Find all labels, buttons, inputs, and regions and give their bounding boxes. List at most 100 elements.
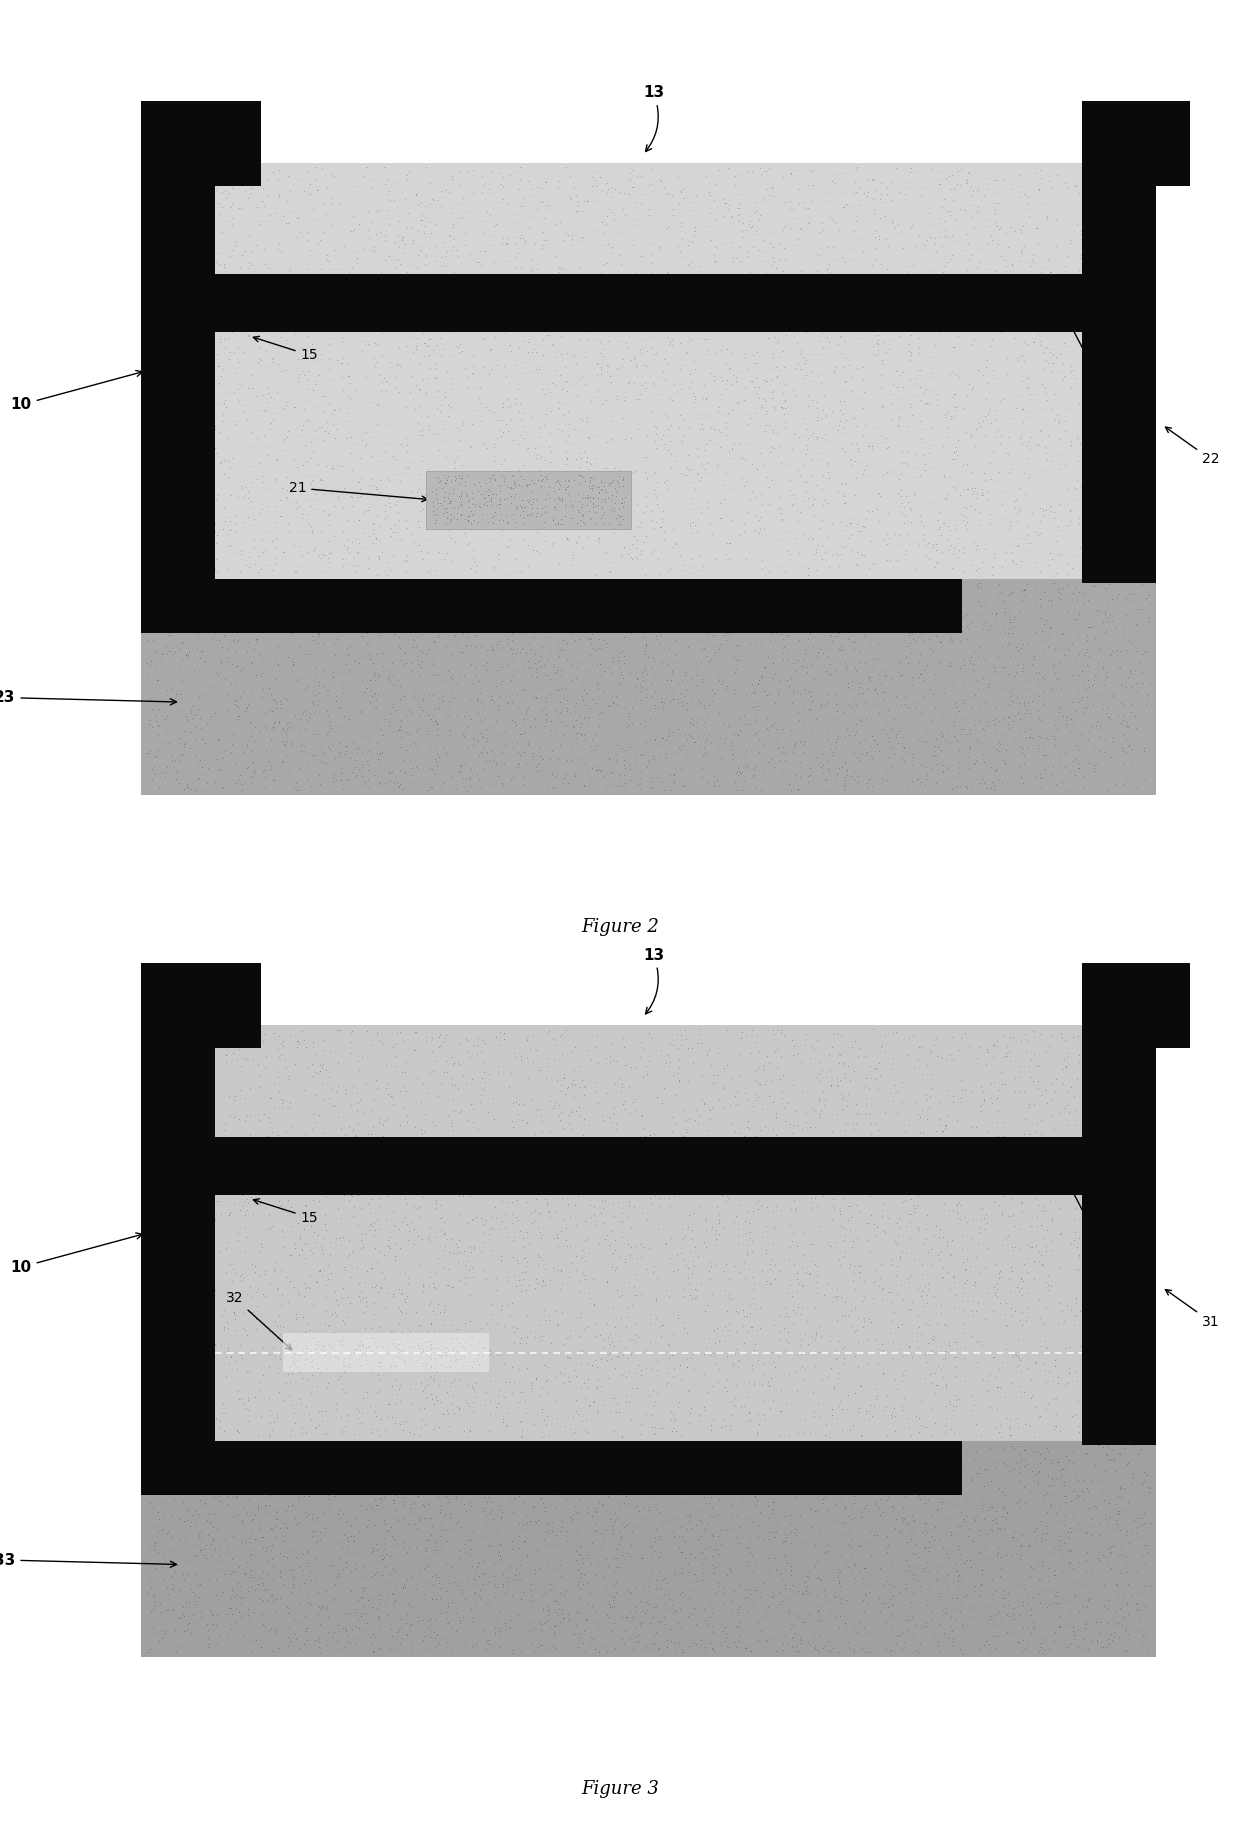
Point xyxy=(155,1246,175,1275)
Point xyxy=(897,1527,916,1556)
Point xyxy=(429,714,449,743)
Point xyxy=(565,1611,585,1640)
Point xyxy=(997,360,1017,389)
Point xyxy=(365,1455,384,1485)
Point xyxy=(1016,576,1035,606)
Point xyxy=(729,716,749,745)
Point xyxy=(164,1178,184,1207)
Point xyxy=(738,1084,758,1114)
Point xyxy=(588,756,608,785)
Point xyxy=(1023,1554,1043,1584)
Point xyxy=(434,1235,454,1264)
Point xyxy=(723,202,743,231)
Point xyxy=(816,1409,836,1439)
Point xyxy=(149,180,169,209)
Point xyxy=(914,1556,934,1585)
Point xyxy=(231,1602,250,1631)
Point xyxy=(960,648,980,677)
Point xyxy=(205,534,224,563)
Point xyxy=(532,1582,552,1611)
Point xyxy=(930,1237,950,1266)
Point xyxy=(497,1290,517,1319)
Point xyxy=(756,1040,776,1070)
Point xyxy=(396,556,415,585)
Point xyxy=(476,1510,496,1540)
Point xyxy=(673,1121,693,1151)
Point xyxy=(759,409,779,439)
Point xyxy=(632,305,652,334)
Point xyxy=(528,1240,548,1270)
Point xyxy=(574,1384,594,1413)
Point xyxy=(394,266,414,295)
Point xyxy=(1069,446,1089,475)
Point xyxy=(818,1635,838,1664)
Point xyxy=(450,426,470,455)
Point xyxy=(1127,774,1147,804)
Point xyxy=(811,1095,831,1125)
Point xyxy=(642,773,662,802)
Bar xyxy=(1083,163,1156,584)
Point xyxy=(310,543,330,573)
Point xyxy=(325,1569,345,1598)
Point xyxy=(1095,1024,1115,1053)
Point xyxy=(653,723,673,752)
Point xyxy=(1121,470,1141,499)
Point xyxy=(270,1556,290,1585)
Point xyxy=(957,494,977,523)
Point xyxy=(704,679,724,708)
Point xyxy=(177,1084,197,1114)
Point xyxy=(432,1624,451,1653)
Point xyxy=(601,495,621,525)
Point xyxy=(1097,250,1117,279)
Point xyxy=(956,1435,976,1464)
Point xyxy=(487,1516,507,1545)
Point xyxy=(823,740,843,769)
Point xyxy=(312,1050,332,1079)
Point xyxy=(1107,1356,1127,1385)
Point xyxy=(229,268,249,297)
Point xyxy=(206,767,226,796)
Point xyxy=(394,1202,414,1231)
Point xyxy=(729,646,749,675)
Point xyxy=(978,673,998,703)
Point xyxy=(260,1409,280,1439)
Point xyxy=(725,767,745,796)
Point xyxy=(717,349,737,378)
Point xyxy=(387,1323,407,1352)
Point xyxy=(714,1125,734,1154)
Point xyxy=(807,406,827,435)
Point xyxy=(387,1380,407,1409)
Point xyxy=(269,1187,289,1217)
Point xyxy=(219,1200,239,1229)
Point xyxy=(229,1384,249,1413)
Point xyxy=(632,659,652,688)
Point xyxy=(542,1516,562,1545)
Point xyxy=(295,1340,315,1369)
Point xyxy=(694,325,714,354)
Point xyxy=(539,743,559,773)
Point xyxy=(544,1297,564,1327)
Point xyxy=(898,1472,918,1501)
Point xyxy=(993,1448,1013,1477)
Point xyxy=(893,1633,913,1663)
Point xyxy=(897,774,916,804)
Point xyxy=(939,1543,959,1573)
Point xyxy=(536,705,556,734)
Point xyxy=(265,1613,285,1642)
Point xyxy=(603,571,622,600)
Point xyxy=(205,206,224,235)
Point xyxy=(236,176,255,206)
Point xyxy=(401,378,420,407)
Point xyxy=(746,220,766,250)
Point xyxy=(589,523,609,552)
Point xyxy=(569,472,589,501)
Point xyxy=(186,1330,206,1360)
Point xyxy=(139,1468,159,1497)
Point xyxy=(594,468,614,497)
Point xyxy=(1138,163,1158,193)
Point xyxy=(378,758,398,787)
Point xyxy=(1060,716,1080,745)
Point xyxy=(515,1244,534,1273)
Point xyxy=(625,369,645,398)
Point xyxy=(901,400,921,429)
